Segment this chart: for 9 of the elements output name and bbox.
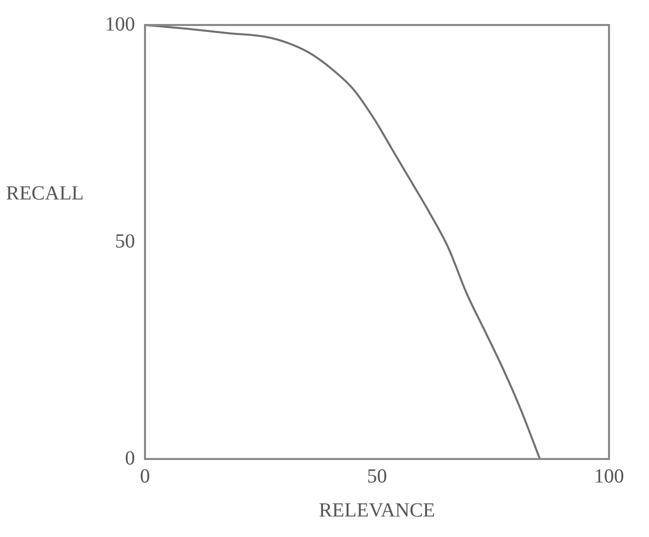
x-axis-title: RELEVANCE: [318, 499, 436, 522]
line-series: [145, 25, 541, 459]
y-axis-title: RECALL: [6, 182, 84, 205]
x-tick-label: 50: [367, 465, 387, 488]
y-tick-label: 50: [115, 230, 135, 252]
y-tick-label: 100: [105, 13, 135, 36]
y-tick-label: 0: [125, 447, 135, 470]
x-tick-label: 0: [140, 465, 150, 488]
x-tick-label: 100: [594, 465, 624, 488]
